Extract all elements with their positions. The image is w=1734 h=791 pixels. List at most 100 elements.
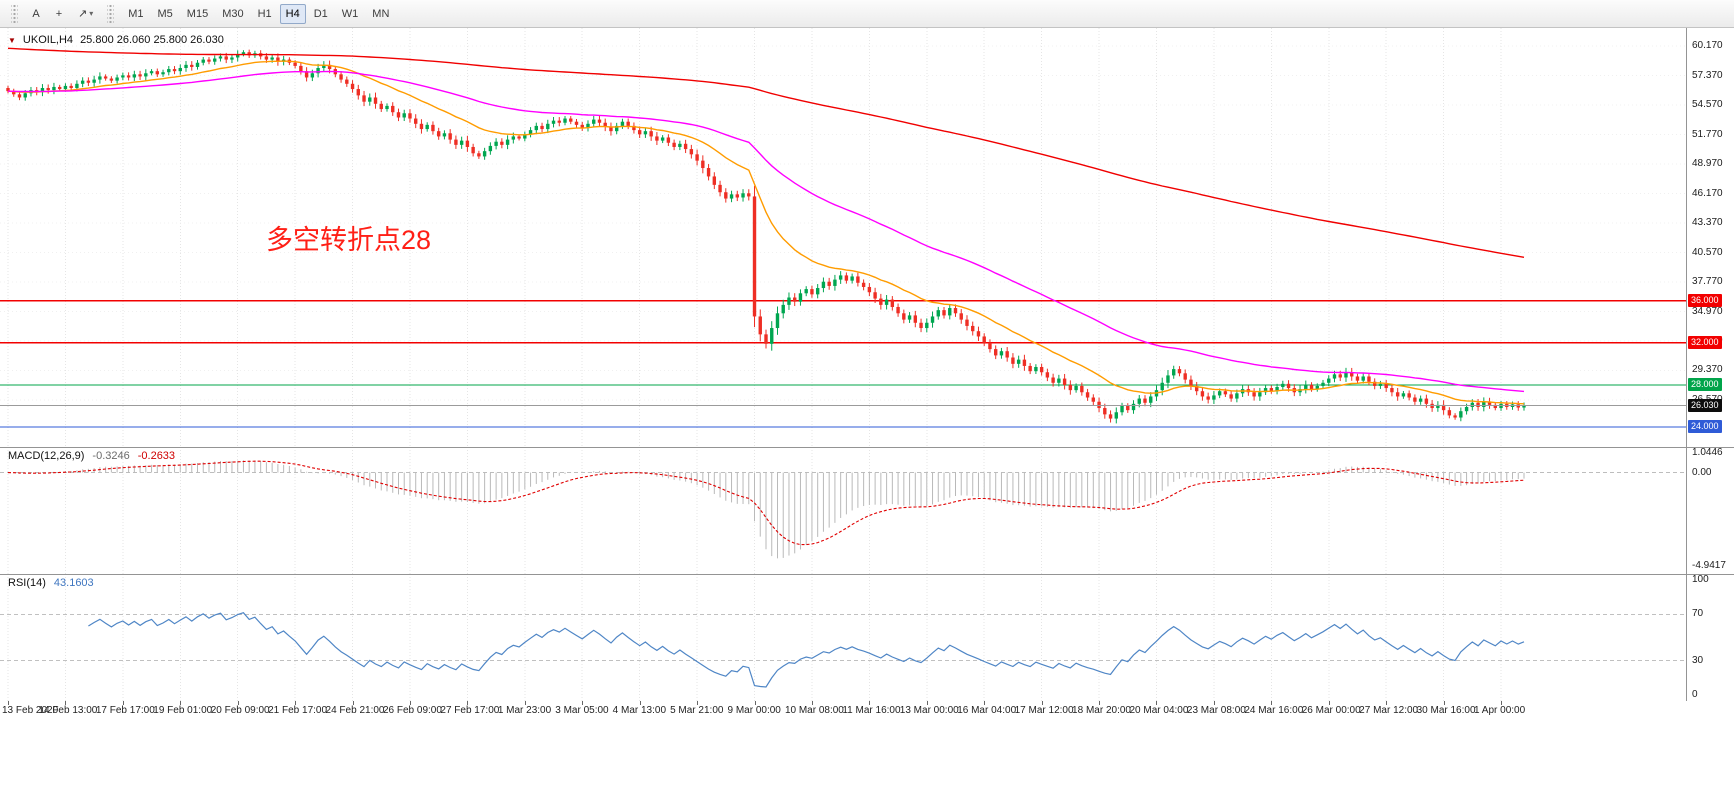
macd-label: MACD(12,26,9) [8, 450, 85, 462]
time-tick [524, 701, 526, 705]
timeframe-button-M5[interactable]: M5 [157, 7, 173, 20]
rsi-header: RSI(14) 43.1603 [8, 577, 94, 589]
time-axis-label: 26 Feb 09:00 [382, 705, 442, 716]
time-axis-label: 1 Mar 23:00 [497, 705, 552, 716]
price-level-badge-24.000: 24.000 [1688, 419, 1722, 433]
macd-scale-label: -4.9417 [1692, 560, 1726, 572]
time-axis-label: 18 Mar 20:00 [1072, 705, 1131, 716]
vertical-gridlines [7, 574, 1502, 701]
time-tick [1213, 701, 1215, 705]
time-axis-label: 23 Mar 08:00 [1186, 705, 1246, 716]
rsi-line [88, 612, 1525, 688]
time-tick [1501, 701, 1503, 705]
time-tick [811, 701, 813, 705]
macd-histogram-group [13, 460, 1525, 559]
time-axis-label: 17 Mar 12:00 [1014, 705, 1074, 716]
time-tick [8, 701, 9, 705]
price-tick-label: 40.570 [1692, 246, 1723, 258]
draw-tool-button[interactable]: ↗ ▾ [72, 4, 99, 24]
price-level-badge-32.000: 32.000 [1688, 335, 1722, 349]
price-tick-label: 37.770 [1692, 276, 1723, 288]
time-tick [467, 701, 469, 705]
time-axis-label: 30 Mar 16:00 [1416, 705, 1476, 716]
tool-buttons-group: A + ↗ ▾ [26, 4, 99, 24]
macd-scale-label: 0.00 [1692, 466, 1712, 478]
text-tool-button[interactable]: A [26, 4, 46, 24]
time-axis-label: 1 Apr 00:00 [1474, 705, 1526, 716]
time-axis-label: 24 Mar 16:00 [1244, 705, 1304, 716]
ema-mid-line [7, 70, 1525, 393]
text-tool-icon: A [32, 7, 40, 20]
timeframe-button-W1[interactable]: W1 [341, 7, 359, 20]
price-axis[interactable]: 60.170 57.370 54.570 51.770 48.970 46.170 43.3… [1687, 28, 1734, 701]
rsi-panel-canvas[interactable] [0, 574, 1686, 701]
toolbar: A + ↗ ▾ M1 M5 M15 M30 H1 H4 D1 W1 MN [0, 0, 1734, 28]
time-tick [754, 701, 756, 705]
main-chart-canvas[interactable] [0, 28, 1686, 447]
time-tick [295, 701, 297, 705]
time-tick [697, 701, 699, 705]
time-axis-label: 24 Feb 21:00 [325, 705, 385, 716]
time-axis-label: 13 Feb 2020 [2, 705, 59, 716]
macd-scale-label: 1.0446 [1692, 446, 1723, 458]
macd-main-value: -0.3246 [92, 450, 130, 462]
time-axis-label: 21 Feb 17:00 [268, 705, 328, 716]
vertical-gridlines [7, 447, 1502, 574]
time-axis-label: 11 Mar 16:00 [842, 705, 901, 716]
time-tick [65, 701, 67, 705]
price-level-badge-36.000: 36.000 [1688, 293, 1722, 307]
time-axis-label: 27 Feb 17:00 [440, 705, 500, 716]
time-tick [409, 701, 411, 705]
price-tick-label: 46.170 [1692, 187, 1723, 199]
timeframe-button-M30[interactable]: M30 [222, 7, 244, 20]
timeframe-button-MN[interactable]: MN [372, 7, 390, 20]
vertical-gridlines [7, 28, 1502, 447]
horizontal-gridlines [0, 45, 1686, 401]
time-tick [1328, 701, 1330, 705]
time-tick [1041, 701, 1043, 705]
time-axis-label: 27 Mar 12:00 [1359, 705, 1419, 716]
time-axis[interactable]: 13 Feb 2020 14 Feb 13:00 17 Feb 17:00 19 Fe… [0, 701, 1734, 721]
macd-panel-canvas[interactable] [0, 447, 1686, 574]
ema-slow-line [7, 47, 1525, 258]
chart-annotation-text: 多空转折点28 [266, 225, 432, 255]
timeframe-button-M15[interactable]: M15 [186, 7, 209, 20]
timeframe-button-H1[interactable]: H1 [257, 7, 272, 20]
time-tick [582, 701, 584, 705]
timeframe-button-D1[interactable]: D1 [313, 7, 328, 20]
time-axis-label: 14 Feb 13:00 [38, 705, 98, 716]
time-tick [237, 701, 239, 705]
price-tick-label: 34.970 [1692, 305, 1723, 317]
crosshair-tool-button[interactable]: + [49, 4, 69, 24]
time-tick [1386, 701, 1388, 705]
panel-separator-macd[interactable] [0, 447, 1734, 448]
price-tick-label: 48.970 [1692, 158, 1723, 170]
rsi-scale-label: 100 [1692, 573, 1709, 585]
time-axis-label: 16 Mar 04:00 [957, 705, 1017, 716]
time-tick [869, 701, 871, 705]
panel-separator-rsi[interactable] [0, 574, 1734, 575]
time-axis-label: 3 Mar 05:00 [555, 705, 609, 716]
rsi-scale-label: 0 [1692, 689, 1698, 701]
toolbar-drag-handle[interactable] [11, 4, 18, 23]
bid-price-badge: 26.030 [1688, 398, 1722, 412]
time-tick [1099, 701, 1101, 705]
time-tick [639, 701, 641, 705]
time-axis-label: 20 Feb 09:00 [210, 705, 270, 716]
draw-tool-icon: ↗ [78, 8, 88, 20]
time-axis-label: 26 Mar 00:00 [1301, 705, 1361, 716]
price-tick-label: 60.170 [1692, 40, 1723, 52]
timeframe-button-H4[interactable]: H4 [279, 3, 306, 24]
price-tick-label: 29.370 [1692, 364, 1723, 376]
price-tick-label: 51.770 [1692, 128, 1723, 140]
time-axis-label: 19 Feb 01:00 [153, 705, 213, 716]
toolbar-drag-handle-2[interactable] [107, 4, 115, 23]
symbol-timeframe-label: UKOIL,H4 [22, 34, 74, 46]
rsi-scale-label: 70 [1692, 608, 1704, 620]
timeframe-buttons-group: M1 M5 M15 M30 H1 H4 D1 W1 MN [122, 3, 395, 24]
candles-group [6, 49, 1526, 424]
timeframe-button-M1[interactable]: M1 [128, 7, 144, 20]
time-axis-label: 9 Mar 00:00 [727, 705, 781, 716]
time-tick [926, 701, 928, 705]
